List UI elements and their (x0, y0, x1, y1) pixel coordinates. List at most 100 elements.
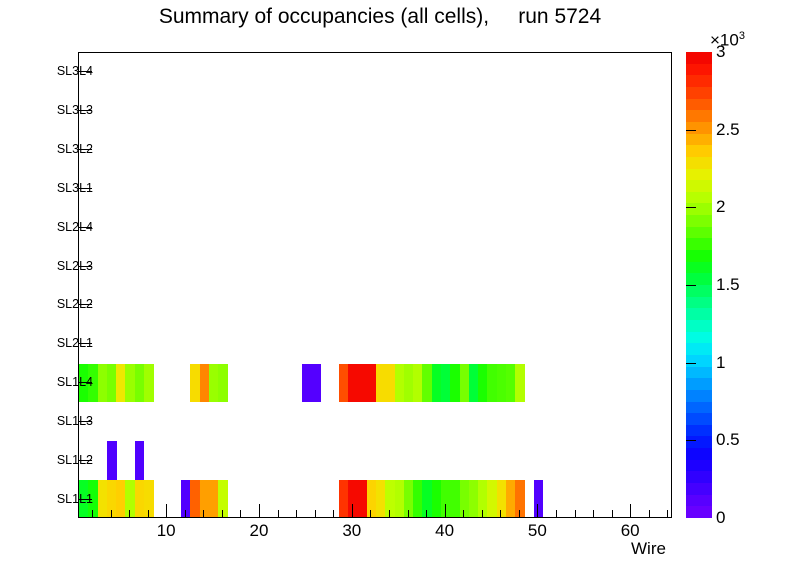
heatmap-cell (125, 363, 136, 403)
heatmap-cell (143, 363, 154, 403)
heatmap-cell (496, 363, 507, 403)
z-axis-tick-label: 1 (716, 352, 726, 372)
heatmap-cell (366, 363, 377, 403)
color-scale-band (686, 180, 712, 193)
color-scale-band (686, 133, 712, 146)
x-axis-minor-tick (463, 510, 465, 518)
y-axis-tick (78, 498, 92, 500)
heatmap-cell (116, 363, 126, 403)
heatmap-cell (385, 480, 395, 517)
x-axis-minor-tick (370, 510, 372, 518)
heatmap-cell (468, 363, 479, 403)
heatmap-cell (338, 480, 349, 517)
heatmap-cell (468, 480, 479, 517)
x-axis-minor-tick (407, 510, 409, 518)
x-axis-major-tick (259, 504, 260, 518)
heatmap-cell (190, 363, 201, 403)
plot-frame (78, 52, 672, 518)
x-axis-minor-tick (574, 510, 576, 518)
x-axis-minor-tick (184, 510, 186, 518)
x-axis-minor-tick (129, 510, 130, 518)
color-scale-band (686, 86, 712, 100)
color-scale-band (686, 250, 712, 263)
x-axis-minor-tick (426, 510, 427, 518)
color-scale-band (686, 261, 712, 274)
x-axis-minor-tick (611, 510, 613, 518)
z-axis-tick-label: 1.5 (716, 275, 740, 294)
x-axis-major-tick (630, 504, 632, 518)
color-scale-band (686, 238, 712, 251)
y-axis-tick (78, 226, 92, 228)
heatmap-cell (208, 480, 219, 517)
y-axis-label-sl3l2: SL3L2 (56, 142, 93, 157)
color-scale-band (686, 378, 712, 391)
heatmap-cell (440, 480, 451, 517)
x-axis-tick-label: 60 (620, 521, 640, 540)
z-axis-tick (686, 129, 696, 131)
heatmap-cell (403, 480, 414, 517)
color-scale-band (686, 121, 712, 135)
y-axis-label-sl1l2: SL1L2 (56, 452, 93, 467)
heatmap-cell (106, 363, 117, 403)
color-scale-band (686, 145, 712, 158)
x-axis-major-tick (537, 504, 539, 518)
heatmap-cell (338, 363, 349, 403)
y-axis-tick (78, 343, 92, 345)
y-axis-tick (78, 382, 92, 384)
heatmap-cell (348, 480, 358, 517)
x-axis-minor-tick (110, 510, 112, 518)
x-axis-minor-tick (593, 510, 595, 518)
x-axis-major-tick (444, 504, 446, 518)
heatmap-cell (478, 363, 488, 403)
color-scale-band (686, 52, 712, 65)
heatmap-cell (134, 480, 145, 517)
heatmap-cell (496, 480, 507, 517)
y-axis-tick (78, 187, 92, 189)
color-scale-band (686, 319, 712, 333)
x-axis-minor-tick (556, 510, 557, 518)
color-scale-band (686, 343, 712, 356)
color-scale-band (686, 389, 712, 402)
y-axis-tick (78, 420, 92, 422)
heatmap-cell (116, 480, 126, 517)
z-axis-tick (686, 285, 696, 286)
x-axis-minor-tick (314, 510, 316, 518)
x-axis-minor-tick (648, 510, 650, 518)
heatmap-cell (450, 480, 460, 517)
color-scale-band (686, 63, 712, 76)
z-axis-exponent-power: 3 (738, 30, 745, 42)
z-axis-exponent-base: ×10 (710, 30, 739, 50)
color-scale-band (686, 494, 712, 507)
heatmap-cell (403, 363, 414, 403)
x-axis-minor-tick (277, 510, 279, 518)
heatmap-cell (311, 363, 321, 403)
heatmap-cell (515, 363, 525, 403)
y-axis-label-sl3l1: SL3L1 (56, 180, 93, 195)
x-axis-minor-tick (388, 510, 390, 518)
heatmap-cell (199, 480, 210, 517)
heatmap-cell (134, 441, 145, 481)
y-axis-label-sl3l3: SL3L3 (56, 103, 93, 118)
y-axis-label-sl3l4: SL3L4 (56, 64, 93, 79)
y-axis-label-sl2l2: SL2L2 (56, 297, 93, 312)
heatmap-cell (97, 363, 108, 403)
color-scale-band (686, 413, 712, 426)
heatmap-cell (181, 480, 191, 517)
y-axis-label-sl2l1: SL2L1 (56, 336, 93, 351)
x-axis-tick-label: 20 (249, 521, 269, 540)
heatmap-cell (533, 480, 544, 517)
y-axis-tick (78, 110, 92, 112)
heatmap-cell (422, 480, 433, 517)
heatmap-cell (106, 480, 117, 517)
color-scale-band (686, 226, 712, 239)
heatmap-cells (79, 53, 671, 517)
color-scale-band (686, 401, 712, 414)
heatmap-cell (505, 363, 516, 403)
heatmap-cell (366, 480, 377, 517)
color-scale-band (686, 273, 712, 286)
heatmap-cell (143, 480, 154, 517)
color-scale-band (686, 471, 712, 484)
color-scale-band (686, 354, 712, 368)
z-axis-tick-label: 0 (716, 508, 726, 527)
